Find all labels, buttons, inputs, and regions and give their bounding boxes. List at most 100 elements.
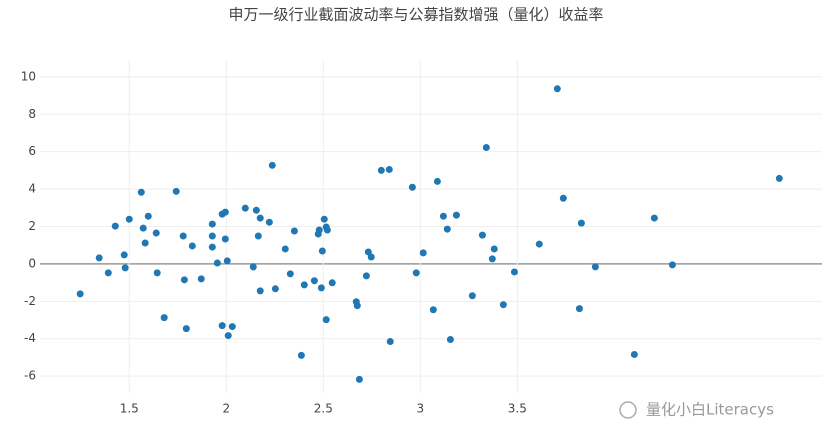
point: [468, 292, 476, 300]
point: [104, 269, 112, 277]
point: [139, 224, 147, 232]
point: [268, 161, 276, 169]
y-tick-label: 6: [28, 144, 36, 158]
point: [668, 261, 676, 269]
point: [265, 218, 273, 226]
point: [317, 284, 325, 292]
point: [478, 231, 486, 239]
point: [553, 85, 561, 93]
point: [429, 306, 437, 314]
point: [367, 253, 375, 261]
point: [249, 263, 257, 271]
chart-title: 申万一级行业截面波动率与公募指数增强（量化）收益率: [228, 6, 603, 24]
point: [297, 351, 305, 359]
point: [111, 222, 119, 230]
point: [252, 206, 260, 214]
point: [182, 325, 190, 333]
y-tick-label: -6: [24, 369, 36, 383]
point: [385, 165, 393, 173]
y-tick-label: 0: [28, 256, 36, 270]
point: [353, 302, 361, 310]
y-tick-label: 10: [21, 69, 36, 83]
point: [355, 375, 363, 383]
point: [223, 257, 231, 265]
point: [650, 214, 658, 222]
point: [120, 251, 128, 259]
point: [221, 235, 229, 243]
x-tick-label: 2.5: [314, 402, 333, 416]
point: [419, 249, 427, 257]
point: [499, 301, 507, 309]
point: [121, 264, 129, 272]
point: [208, 243, 216, 251]
y-tick-label: -2: [24, 294, 36, 308]
point: [141, 239, 149, 247]
y-tick-label: 8: [28, 107, 36, 121]
point: [300, 281, 308, 289]
point: [188, 242, 196, 250]
x-tick-label: 3.5: [508, 402, 527, 416]
point: [446, 335, 454, 343]
point: [452, 211, 460, 219]
point: [95, 254, 103, 262]
point: [208, 220, 216, 228]
point: [125, 215, 133, 223]
point: [137, 188, 145, 196]
x-tick-label: 1.5: [120, 402, 139, 416]
point: [281, 245, 289, 253]
point: [241, 204, 249, 212]
point: [377, 166, 385, 174]
point: [575, 305, 583, 313]
point: [488, 255, 496, 263]
point: [179, 232, 187, 240]
y-tick-label: -4: [24, 331, 36, 345]
point: [218, 322, 226, 330]
point: [412, 269, 420, 277]
point: [320, 215, 328, 223]
point: [310, 277, 318, 285]
point: [630, 350, 638, 358]
point: [318, 247, 326, 255]
point: [362, 272, 370, 280]
y-tick-label: 2: [28, 219, 36, 233]
point: [228, 323, 236, 331]
points: [76, 85, 783, 383]
point: [144, 212, 152, 220]
point: [322, 316, 330, 324]
point: [221, 208, 229, 216]
point: [433, 177, 441, 185]
point: [76, 290, 84, 298]
point: [577, 219, 585, 227]
point: [290, 227, 298, 235]
point: [271, 285, 279, 293]
point: [775, 174, 783, 182]
point: [208, 232, 216, 240]
x-tick-label: 2: [222, 402, 230, 416]
x-tick-label: 3: [417, 402, 425, 416]
point: [152, 229, 160, 237]
point: [224, 332, 232, 340]
watermark-icon: [619, 401, 637, 419]
point: [490, 245, 498, 253]
point: [213, 259, 221, 267]
point: [482, 144, 490, 152]
point: [439, 212, 447, 220]
point: [180, 276, 188, 284]
y-tick-label: 4: [28, 182, 36, 196]
point: [591, 263, 599, 271]
point: [559, 194, 567, 202]
point: [315, 226, 323, 234]
point: [254, 232, 262, 240]
point: [408, 183, 416, 191]
point: [510, 268, 518, 276]
point: [328, 279, 336, 287]
point: [160, 314, 168, 322]
point: [172, 187, 180, 195]
point: [256, 214, 264, 222]
point: [535, 240, 543, 248]
point: [323, 226, 331, 234]
point: [286, 270, 294, 278]
grid: -6 -4 -2 0 2 4 6 8 10 1.5 2 2.5 3 3.5: [21, 60, 822, 416]
watermark: 量化小白Literacys: [646, 401, 774, 419]
